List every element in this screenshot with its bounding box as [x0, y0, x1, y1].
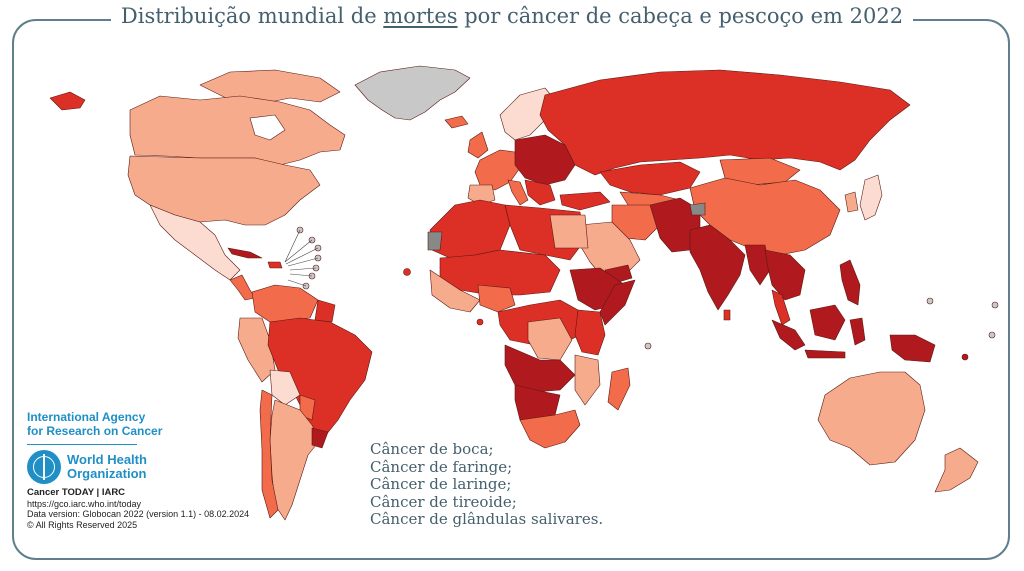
region-paraguay: [299, 394, 316, 421]
region-hudson-bay: [249, 114, 286, 141]
region-nigeria: [477, 284, 516, 313]
region-myanmar: [744, 244, 771, 286]
region-sri-lanka: [723, 309, 731, 321]
region-uruguay: [311, 427, 329, 449]
region-central-america: [229, 274, 256, 301]
cancer-type-item: Câncer de faringe;: [370, 457, 513, 476]
region-philippines: [839, 259, 861, 306]
marker-sao-tome: [476, 318, 484, 326]
region-sumatra: [771, 319, 806, 351]
branding-divider: [27, 444, 137, 445]
region-borneo: [809, 304, 846, 341]
marker-micronesia: [926, 297, 934, 305]
region-kashmir: [689, 202, 706, 216]
region-western-sahara: [427, 231, 443, 251]
credits: Cancer TODAY | IARC https://gco.iarc.who…: [27, 487, 250, 530]
map-title: Distribuição mundial de mortes por cânce…: [0, 4, 1024, 28]
region-mexico: [149, 204, 241, 281]
title-text-before: Distribuição mundial de: [120, 4, 384, 28]
cancer-type-item: Câncer de tireoide;: [370, 492, 517, 511]
region-italy: [507, 179, 529, 206]
credits-rights: © All Rights Reserved 2025: [27, 519, 138, 530]
region-indochina: [764, 249, 806, 301]
region-new-zealand: [934, 447, 979, 493]
title-emphasis: mortes: [383, 4, 458, 28]
region-malay-peninsula: [771, 289, 791, 326]
region-somalia: [599, 279, 636, 326]
cancer-type-item: Câncer de laringe;: [370, 475, 512, 493]
credits-product: Cancer TODAY | IARC: [27, 487, 126, 498]
region-bolivia: [269, 369, 301, 406]
region-greenland: [354, 65, 471, 121]
region-west-africa-coast: [429, 269, 481, 313]
iarc-logo-text: International Agency for Research on Can…: [27, 410, 162, 438]
marker-marshall: [991, 301, 999, 309]
region-cuba: [227, 247, 263, 259]
region-north-africa-west: [429, 199, 511, 259]
region-south-africa: [519, 409, 581, 449]
marker-solomon: [961, 353, 969, 361]
region-russia: [539, 69, 911, 176]
who-logo: World Health Organization: [27, 450, 147, 484]
region-australia: [817, 371, 926, 466]
region-new-guinea: [889, 334, 936, 363]
region-chile: [259, 389, 279, 519]
region-uk: [467, 131, 489, 159]
cancer-type-item: Câncer de glândulas salivares.: [370, 510, 604, 528]
caribbean-leader-lines: [284, 229, 319, 287]
cancer-type-item: Câncer de boca;: [370, 440, 494, 458]
region-usa: [127, 155, 321, 226]
region-sulawesi: [849, 317, 866, 346]
region-korea: [844, 191, 859, 213]
credits-data-version: Data version: Globocan 2022 (version 1.1…: [27, 509, 250, 519]
cancer-types-list: Câncer de boca; Câncer de faringe; Cânce…: [370, 440, 604, 529]
who-line-2: Organization: [67, 466, 147, 481]
marker-fiji: [988, 331, 996, 339]
iarc-line-1: International Agency: [27, 410, 146, 424]
region-madagascar: [607, 367, 631, 411]
marker-cape-verde: [403, 268, 411, 276]
region-java: [804, 349, 846, 359]
region-peru-ecuador: [237, 317, 276, 383]
region-india: [689, 224, 746, 311]
who-emblem-icon: [27, 450, 61, 484]
region-japan: [859, 174, 883, 221]
region-turkey: [559, 191, 611, 211]
region-balkans: [524, 179, 556, 206]
who-line-1: World Health: [67, 452, 147, 467]
who-logo-text: World Health Organization: [67, 453, 147, 481]
region-canada: [129, 95, 346, 166]
region-angola-zambia: [504, 344, 576, 393]
marker-mauritius: [644, 342, 652, 350]
region-egypt: [549, 214, 589, 249]
iarc-line-2: for Research on Cancer: [27, 424, 163, 438]
region-central-europe: [514, 134, 576, 186]
region-hispaniola: [267, 261, 283, 269]
region-alaska: [49, 91, 86, 111]
region-east-africa: [574, 309, 606, 356]
region-guianas: [314, 299, 336, 323]
region-iceland: [444, 115, 469, 129]
credits-url: https://gco.iarc.who.int/today: [27, 498, 142, 509]
region-colombia-venezuela: [251, 284, 319, 323]
title-text-after: por câncer de cabeça e pescoço em 2022: [457, 4, 904, 28]
region-mozambique: [574, 354, 601, 406]
